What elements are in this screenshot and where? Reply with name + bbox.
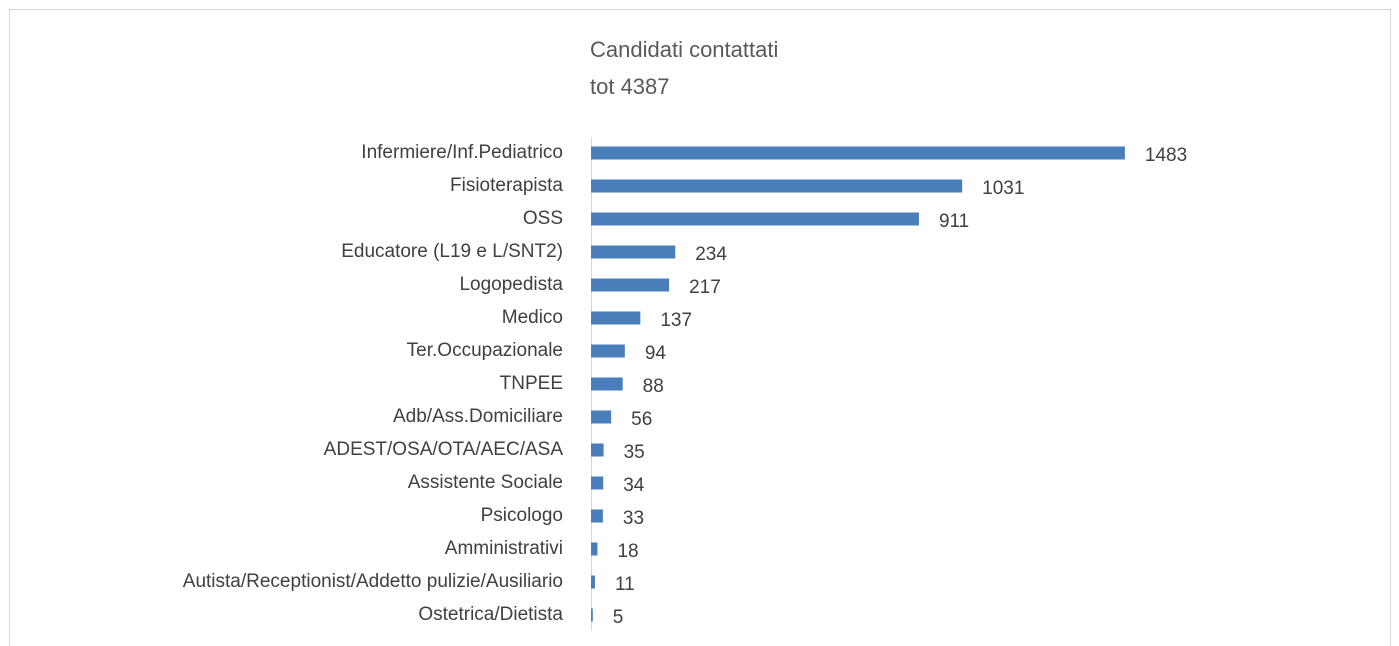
- value-label: 35: [624, 442, 645, 463]
- value-label: 217: [689, 277, 721, 298]
- value-label: 18: [617, 541, 638, 562]
- value-label: 911: [939, 211, 969, 232]
- bar: [591, 344, 625, 358]
- category-label: Autista/Receptionist/Addetto pulizie/Aus…: [183, 571, 563, 592]
- category-label: Fisioterapista: [450, 175, 563, 196]
- bar: [591, 179, 963, 193]
- category-label: Educatore (L19 e L/SNT2): [341, 241, 563, 262]
- category-label: OSS: [523, 208, 563, 229]
- category-label: Logopedista: [459, 274, 563, 295]
- chart-border: [9, 9, 1391, 646]
- value-label: 56: [631, 409, 652, 430]
- bar: [591, 575, 595, 589]
- category-label: Assistente Sociale: [408, 472, 563, 493]
- chart-subtitle: tot 4387: [590, 74, 670, 99]
- bar: [591, 212, 919, 226]
- bar: [591, 443, 604, 457]
- value-label: 1031: [982, 178, 1024, 199]
- value-label: 1483: [1145, 145, 1187, 166]
- bar: [591, 509, 603, 523]
- bar: [591, 146, 1125, 160]
- bar: [591, 608, 593, 622]
- category-label: Psicologo: [481, 505, 563, 526]
- value-label: 88: [643, 376, 664, 397]
- bar: [591, 476, 604, 490]
- value-label: 34: [623, 475, 645, 496]
- value-label: 33: [623, 508, 644, 529]
- category-label: Ostetrica/Dietista: [418, 604, 563, 625]
- category-label: Ter.Occupazionale: [407, 340, 563, 361]
- category-label: ADEST/OSA/OTA/AEC/ASA: [324, 439, 564, 460]
- bar: [591, 410, 612, 424]
- bar: [591, 278, 670, 292]
- bar: [591, 542, 598, 556]
- value-label: 94: [645, 343, 667, 364]
- chart-title: Candidati contattati: [590, 37, 778, 62]
- category-label: Medico: [502, 307, 563, 328]
- value-label: 234: [695, 244, 727, 265]
- bar: [591, 311, 641, 325]
- bar: [591, 245, 676, 259]
- category-label: Infermiere/Inf.Pediatrico: [361, 142, 563, 163]
- bar: [591, 377, 623, 391]
- category-label: Amministrativi: [445, 538, 563, 559]
- category-label: TNPEE: [500, 373, 563, 394]
- category-label: Adb/Ass.Domiciliare: [393, 406, 563, 427]
- value-label: 137: [660, 310, 692, 331]
- value-label: 5: [613, 607, 624, 628]
- value-label: 11: [615, 574, 635, 595]
